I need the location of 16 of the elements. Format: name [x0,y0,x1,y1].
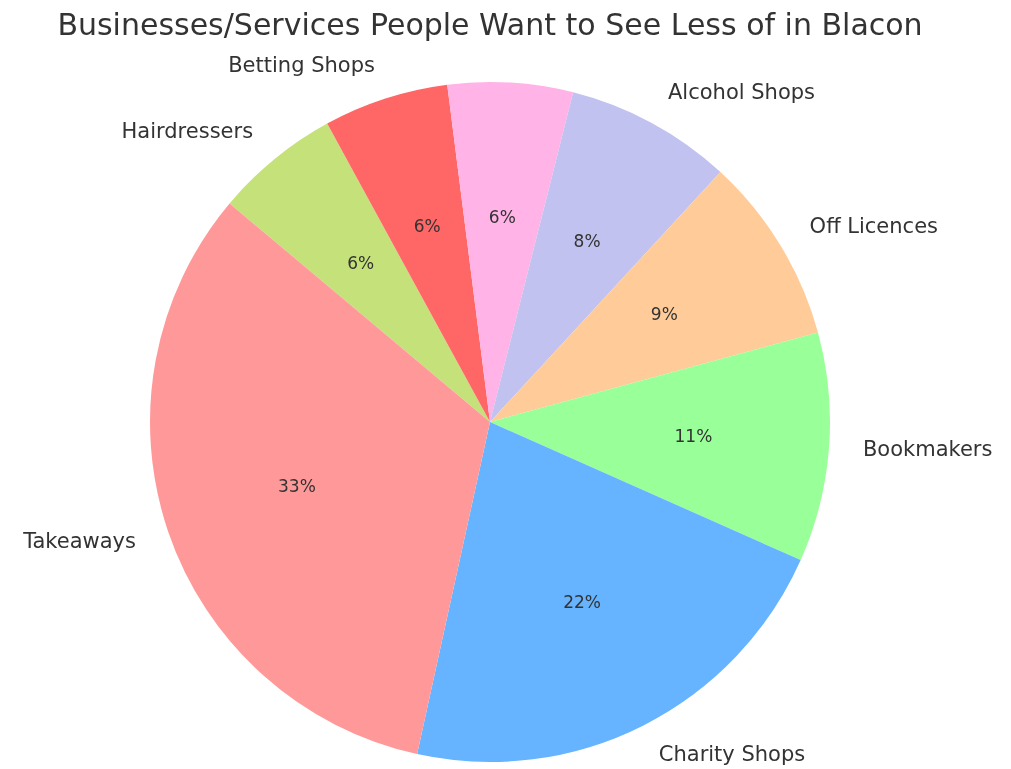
data-label: 22% [563,592,601,613]
chart-title: Businesses/Services People Want to See Less of in Blacon [57,6,923,42]
data-label: 11% [674,425,713,446]
data-label: 8% [573,231,601,251]
data-label: 6% [347,252,375,273]
slice-label: Takeaways [22,529,136,554]
slice-label: Alcohol Shops [667,79,816,104]
slice-label: Charity Shops [658,742,806,767]
data-label: 6% [413,216,441,237]
slice-label: Betting Shops [228,52,375,77]
slice-label: Bookmakers [862,436,993,461]
data-label: 33% [278,476,316,497]
slice-label: Off Licences [809,214,938,239]
slice-label: Hairdressers [121,119,254,144]
data-label: 6% [488,206,516,227]
data-label: 9% [650,304,678,325]
